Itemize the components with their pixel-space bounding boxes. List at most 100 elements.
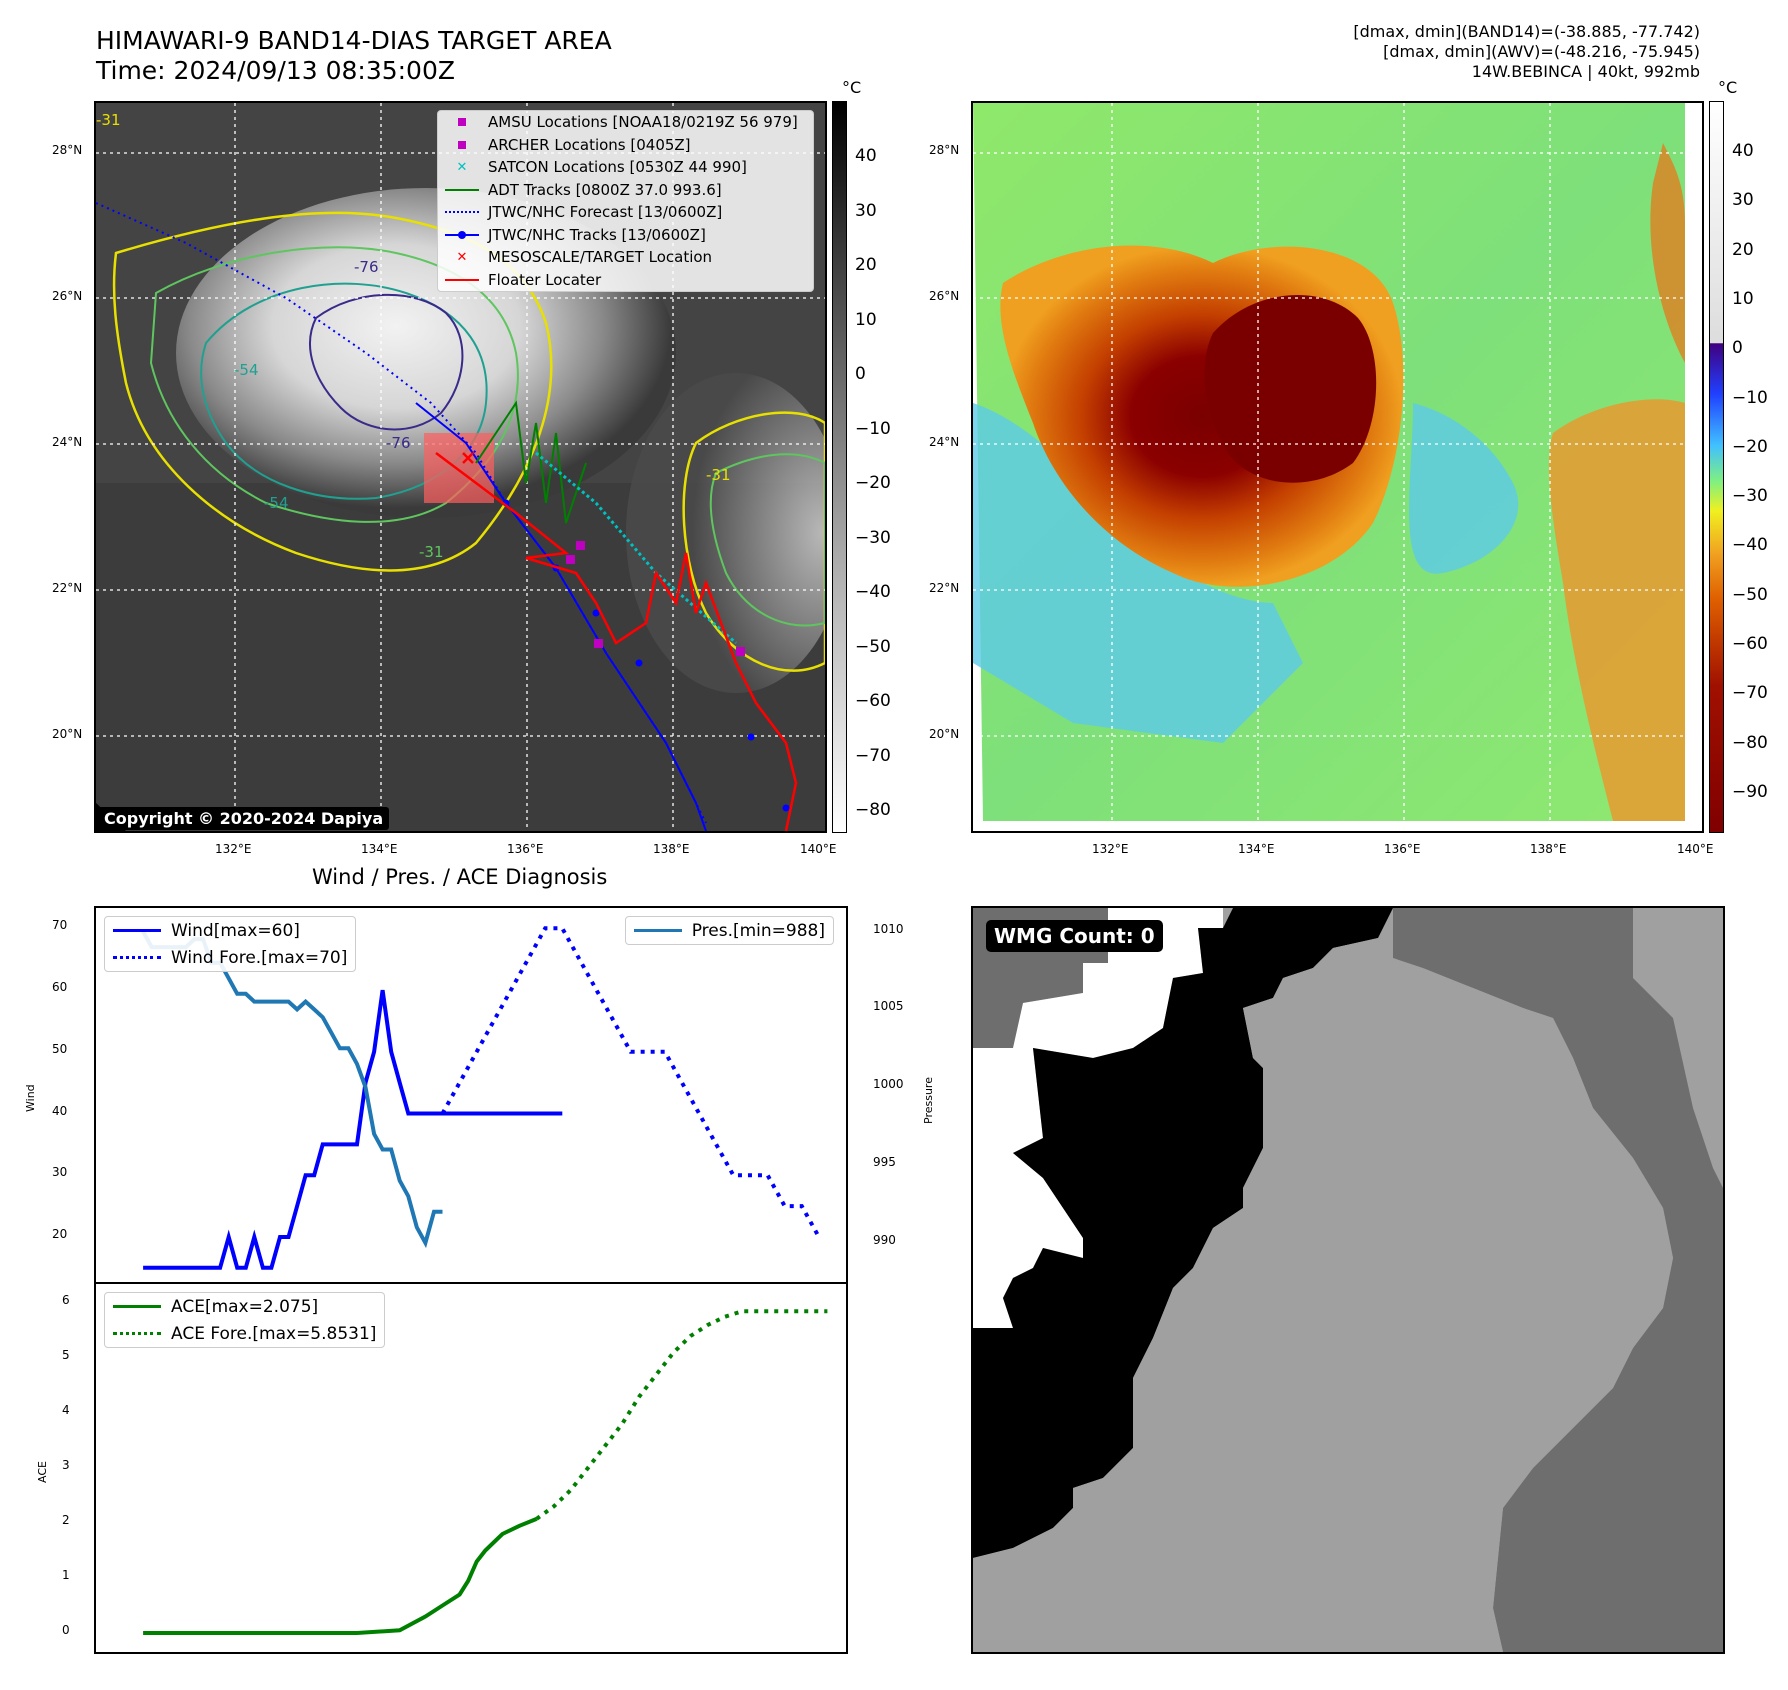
contour-label-2: -54: [234, 361, 259, 379]
axis-tick-label: 20: [52, 1226, 68, 1241]
copyright-badge: Copyright © 2020-2024 Dapiya: [98, 807, 390, 830]
legend-floater: Floater Locater: [438, 269, 813, 292]
legend-label: ARCHER Locations [0405Z]: [488, 135, 691, 154]
legend-amsu: AMSU Locations [NOAA18/0219Z 56 979]: [438, 111, 813, 134]
series-wind-fore-: [440, 926, 821, 1238]
ir-legend: AMSU Locations [NOAA18/0219Z 56 979] ARC…: [437, 110, 814, 292]
axis-tick-label: −70: [855, 745, 891, 766]
lat-tick: 28°N: [929, 143, 960, 157]
ace-legend: ACE[max=2.075] ACE Fore.[max=5.8531]: [104, 1292, 386, 1348]
square-marker-icon: [458, 140, 466, 149]
axis-tick-label: 2: [62, 1513, 70, 1527]
lon-tick: 140°E: [1677, 842, 1714, 856]
lat-tick: 26°N: [52, 289, 83, 303]
colorbar-right: [1709, 101, 1724, 833]
solid-line-icon: [633, 929, 682, 932]
solid-line-icon: [113, 1305, 161, 1308]
contour-label-3: -31: [419, 543, 444, 561]
lat-tick: 20°N: [929, 727, 960, 741]
axis-tick-label: −40: [855, 582, 891, 602]
axis-tick-label: 995: [873, 1155, 896, 1170]
diag-title: Wind / Pres. / ACE Diagnosis: [312, 865, 608, 889]
axis-tick-label: −90: [1732, 781, 1768, 802]
axis-tick-label: −30: [855, 527, 891, 548]
legend-label: MESOSCALE/TARGET Location: [488, 248, 713, 267]
wind-pres-panel: Wind[max=60] Wind Fore.[max=70] Pres.[mi…: [94, 906, 848, 1284]
ir-map-panel: -76 -54 -31 -31 -54 -31 -76 AMSU Locatio…: [94, 101, 827, 833]
axis-tick-label: 30: [1732, 190, 1754, 211]
ir-title-line1: HIMAWARI-9 BAND14-DIAS TARGET AREA: [96, 26, 612, 55]
axis-tick-label: −10: [855, 418, 891, 439]
ace-plot: [143, 1309, 828, 1635]
legend-label: SATCON Locations [0530Z 44 990]: [488, 158, 747, 177]
lon-tick: 138°E: [653, 842, 690, 856]
ace-panel: ACE[max=2.075] ACE Fore.[max=5.8531]: [94, 1282, 848, 1654]
storm-info: 14W.BEBINCA | 40kt, 992mb: [1471, 62, 1700, 81]
axis-tick-label: −80: [1732, 732, 1768, 753]
wind-legend: Wind[max=60] Wind Fore.[max=70]: [104, 916, 357, 972]
legend-label: AMSU Locations [NOAA18/0219Z 56 979]: [488, 113, 798, 132]
x-marker-icon: ✕: [456, 249, 468, 265]
contour-label-7: -76: [386, 434, 411, 452]
lon-tick: 136°E: [1384, 842, 1421, 856]
lat-tick: 22°N: [52, 581, 83, 595]
lat-tick: 28°N: [52, 143, 83, 157]
series-pres-: [141, 930, 443, 1249]
axis-tick-label: 60: [52, 980, 68, 995]
axis-tick-label: −80: [855, 800, 891, 820]
legend-ace-fore: ACE Fore.[max=5.8531]: [105, 1320, 384, 1347]
wmg-image: [973, 908, 1723, 1652]
contour-label-5: -54: [264, 494, 289, 512]
axis-tick-label: −20: [1732, 436, 1768, 457]
axis-tick-label: 0: [62, 1623, 70, 1637]
axis-tick-label: 50: [52, 1041, 68, 1056]
axis-tick-label: −30: [1732, 486, 1768, 507]
axis-tick-label: 70: [52, 918, 68, 933]
dmax-awv: [dmax, dmin](AWV)=(-48.216, -75.945): [1383, 42, 1700, 61]
colorbar-left: [832, 101, 847, 833]
x-marker-icon: ✕: [456, 159, 468, 175]
axis-tick-label: 5: [62, 1348, 70, 1362]
legend-jtwc-forecast: JTWC/NHC Forecast [13/0600Z]: [438, 201, 813, 224]
legend-label: ACE[max=2.075]: [171, 1296, 319, 1317]
axis-tick-label: 1000: [873, 1077, 904, 1092]
wind-ylabel: Wind: [24, 1084, 37, 1112]
lat-tick: 24°N: [52, 435, 83, 449]
legend-wind-fore: Wind Fore.[max=70]: [105, 944, 355, 971]
lon-tick: 132°E: [215, 842, 252, 856]
series-ace-fore-: [535, 1309, 828, 1521]
legend-label: JTWC/NHC Forecast [13/0600Z]: [488, 203, 723, 222]
pres-legend: Pres.[min=988]: [624, 916, 834, 945]
lon-tick: 138°E: [1530, 842, 1567, 856]
legend-ace: ACE[max=2.075]: [105, 1293, 384, 1320]
legend-mesoscale: ✕ MESOSCALE/TARGET Location: [438, 246, 813, 269]
axis-tick-label: −40: [1732, 535, 1768, 556]
contour-label-1: -76: [354, 258, 379, 276]
axis-tick-label: 990: [873, 1232, 896, 1247]
legend-label: Floater Locater: [488, 270, 602, 289]
lat-tick: 24°N: [929, 435, 960, 449]
awv-map-panel: [971, 101, 1704, 833]
legend-label: JTWC/NHC Tracks [13/0600Z]: [488, 225, 706, 244]
series-ace: [143, 1517, 538, 1635]
legend-label: Wind Fore.[max=70]: [171, 947, 348, 968]
square-marker-icon: [458, 118, 466, 127]
axis-tick-label: −50: [855, 636, 891, 657]
ir-title-line2: Time: 2024/09/13 08:35:00Z: [96, 56, 455, 85]
legend-archer: ARCHER Locations [0405Z]: [438, 134, 813, 157]
legend-label: Pres.[min=988]: [691, 920, 825, 941]
lat-tick: 22°N: [929, 581, 960, 595]
axis-tick-label: 0: [1732, 338, 1743, 359]
dotted-line-icon: [113, 956, 161, 959]
axis-tick-label: 10: [1732, 288, 1754, 309]
axis-tick-label: −60: [1732, 634, 1768, 654]
axis-tick-label: 40: [1732, 141, 1754, 161]
axis-tick-label: −50: [1732, 584, 1768, 605]
pressure-ylabel: Pressure: [922, 1077, 935, 1124]
dmax-band14: [dmax, dmin](BAND14)=(-38.885, -77.742): [1353, 22, 1700, 41]
contour-label-6: -31: [706, 466, 731, 484]
legend-pres: Pres.[min=988]: [626, 917, 833, 944]
axis-tick-label: 40: [52, 1103, 68, 1118]
axis-tick-label: −10: [1732, 387, 1768, 408]
legend-label: ACE Fore.[max=5.8531]: [171, 1323, 377, 1344]
